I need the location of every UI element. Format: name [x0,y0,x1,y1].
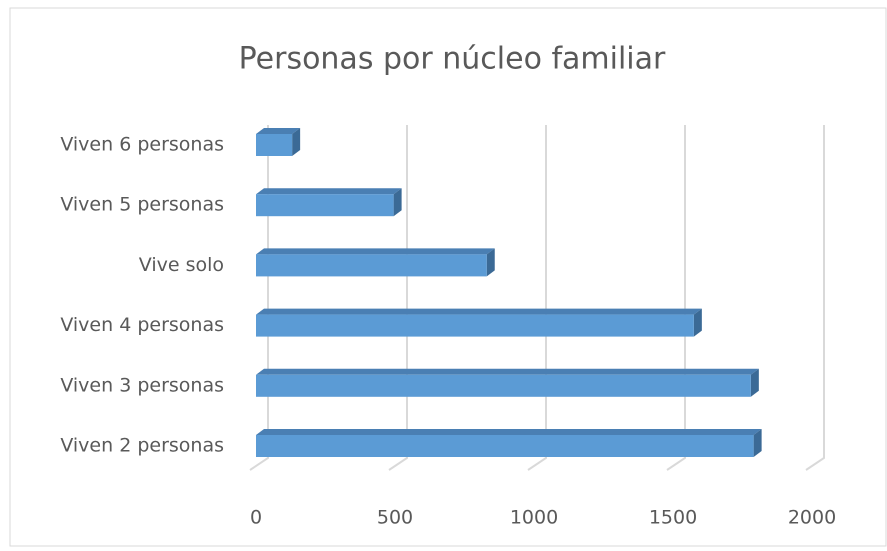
y-tick-label: Viven 5 personas [60,194,224,216]
y-tick-label: Viven 3 personas [60,374,224,396]
grid-line [249,125,269,471]
x-tick-label: 1000 [510,507,558,529]
x-tick-label: 2000 [788,507,836,529]
bar [256,435,754,457]
bar [256,194,394,217]
x-tick-label: 0 [250,507,262,529]
chart-title: Personas por núcleo familiar [239,42,666,77]
grid-line [666,125,686,471]
bar [256,254,487,277]
bar-top [256,429,762,435]
bar-side [393,188,402,217]
bar-side [693,308,702,337]
bar-top [256,248,495,255]
x-tick-label: 500 [377,507,413,529]
grid-line [527,125,547,471]
grid-line [805,125,825,471]
grid-line [388,125,408,471]
y-tick-label: Viven 2 personas [60,435,224,457]
bar-top [256,128,301,134]
bar [256,374,751,397]
chart-frame [9,7,887,547]
bar-side [486,248,495,277]
x-tick-label: 1500 [649,507,697,529]
bar-top [256,308,702,315]
bar [256,134,293,156]
y-tick-label: Viven 6 personas [60,134,224,156]
y-tick-label: Viven 4 personas [60,314,224,336]
bar-side [292,128,301,156]
bar-side [750,368,759,397]
y-tick-label: Vive solo [139,254,224,276]
bar [256,314,694,337]
bar-top [256,188,402,195]
bar-top [256,368,759,375]
bar-side [753,429,762,457]
